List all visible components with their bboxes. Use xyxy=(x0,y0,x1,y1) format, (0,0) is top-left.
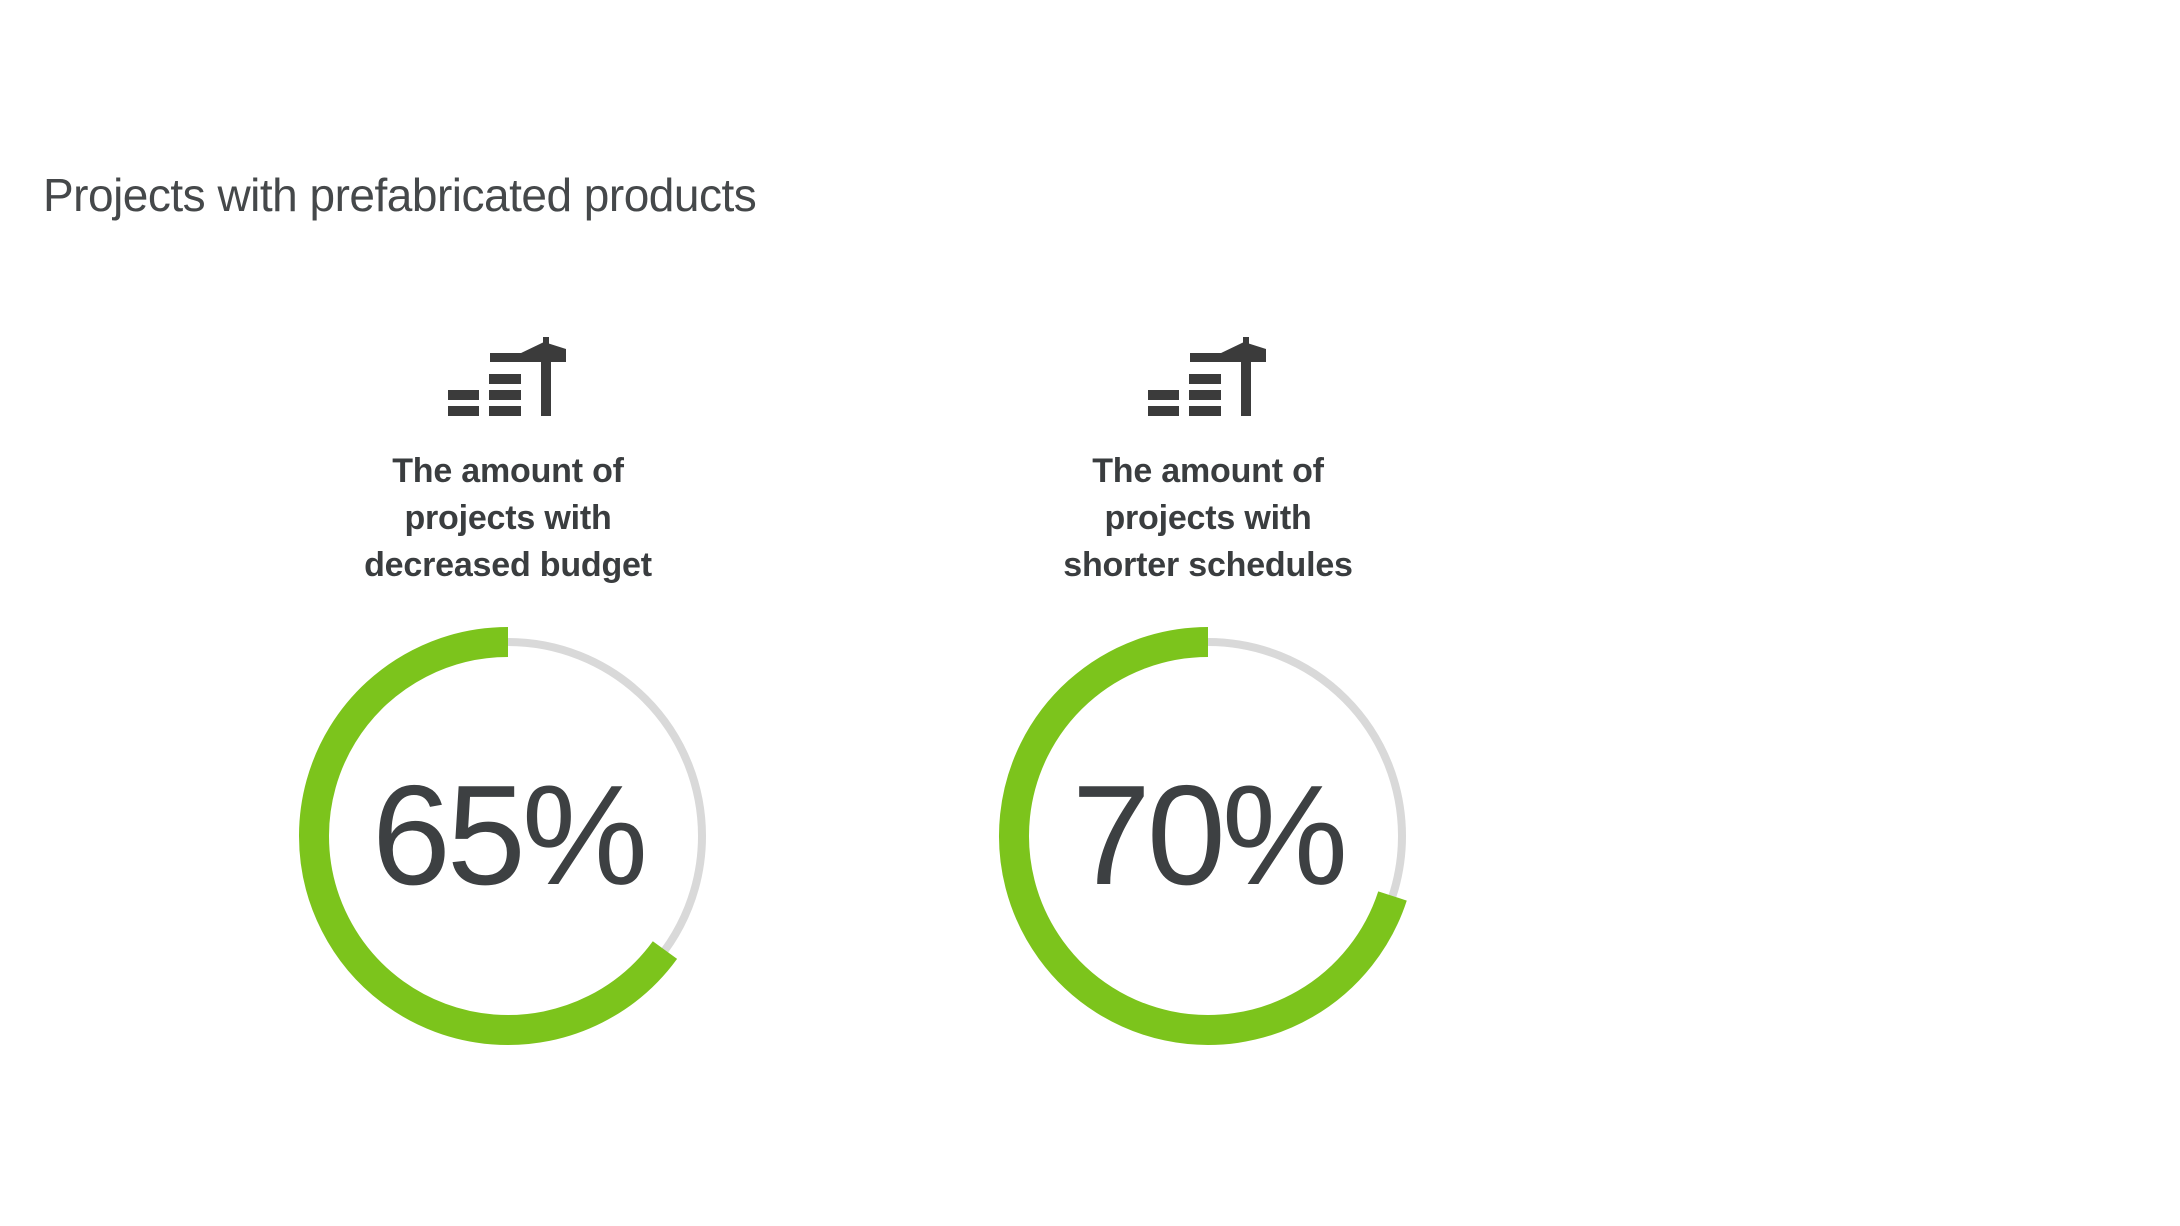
stat-label-line: projects with xyxy=(1104,499,1312,537)
construction-crane-icon xyxy=(1148,337,1266,416)
stat-label-line: shorter schedules xyxy=(1063,546,1353,584)
stat-label-line: The amount of xyxy=(392,452,624,490)
stat-label-line: The amount of xyxy=(1092,452,1324,490)
stat-label-line: projects with xyxy=(404,499,612,537)
stat-column-decreased-budget: The amount of projects with decreased bu… xyxy=(298,336,718,1046)
donut-chart: 65% xyxy=(298,626,718,1046)
donut-rings xyxy=(999,627,1407,1045)
donut-percentage-value: 65% xyxy=(371,756,648,915)
stat-label-line: decreased budget xyxy=(364,546,652,584)
donut-progress-arc xyxy=(999,627,1407,1045)
donut-chart: 70% xyxy=(998,626,1418,1046)
donut-rings xyxy=(299,627,706,1045)
stat-column-shorter-schedules: The amount of projects with shorter sche… xyxy=(998,336,1418,1046)
construction-crane-icon xyxy=(448,337,566,416)
stat-label: The amount of projects with decreased bu… xyxy=(364,448,652,589)
stat-label: The amount of projects with shorter sche… xyxy=(1063,448,1353,589)
page-title: Projects with prefabricated products xyxy=(43,169,757,221)
donut-progress-arc xyxy=(299,627,678,1045)
donut-percentage-value: 70% xyxy=(1071,756,1348,915)
